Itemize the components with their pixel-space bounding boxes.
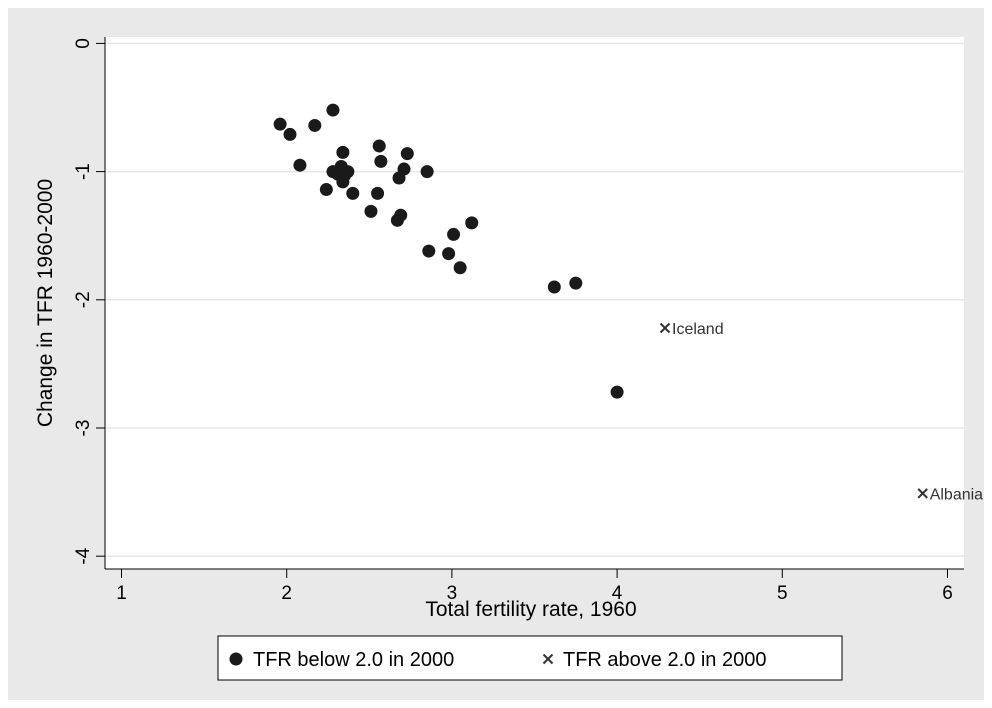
y-tick-label: -4 (73, 547, 94, 564)
x-tick-label: 5 (777, 583, 788, 604)
y-tick-label: 0 (73, 38, 94, 49)
data-point (364, 204, 378, 218)
data-point-x (659, 322, 671, 334)
data-point (422, 244, 436, 258)
scatter-plot: 0 -1 -2 -3 -4 1 2 3 4 5 6 Iceland Albania Total fe… (34, 37, 983, 681)
point-annotations: Iceland Albania (672, 321, 983, 503)
data-point (293, 158, 307, 172)
data-point (569, 276, 583, 290)
legend-circle-marker (229, 652, 243, 666)
y-tick-label: -3 (73, 420, 94, 437)
data-point (319, 183, 333, 197)
data-point (346, 186, 360, 200)
data-point (397, 162, 411, 176)
y-axis-title: Change in TFR 1960-2000 (34, 179, 57, 427)
y-tick-label: -1 (73, 163, 94, 180)
legend-label-below: TFR below 2.0 in 2000 (253, 649, 454, 671)
legend-x-marker (542, 653, 554, 665)
y-tick-label: -2 (73, 291, 94, 308)
data-point (326, 103, 340, 117)
data-point (374, 154, 388, 168)
x-tick-label: 3 (447, 583, 458, 604)
x-axis-title: Total fertility rate, 1960 (425, 598, 636, 621)
data-point (394, 208, 408, 222)
data-point (273, 117, 287, 131)
data-point (465, 216, 479, 230)
data-point (336, 145, 350, 159)
y-ticks: 0 -1 -2 -3 -4 (73, 38, 105, 565)
chart-figure: 0 -1 -2 -3 -4 1 2 3 4 5 6 Iceland Albania Total fe… (8, 8, 984, 700)
x-ticks: 1 2 3 4 5 6 (116, 569, 953, 604)
legend-label-above: TFR above 2.0 in 2000 (563, 649, 766, 671)
data-point (447, 227, 461, 241)
data-point (420, 165, 434, 179)
data-point (547, 280, 561, 294)
plot-area (105, 37, 964, 569)
data-point (372, 139, 386, 153)
legend: TFR below 2.0 in 2000 TFR above 2.0 in 2… (217, 635, 843, 681)
x-tick-label: 6 (942, 583, 953, 604)
data-point (453, 261, 467, 275)
legend-symbol-x (542, 653, 554, 665)
data-point (308, 118, 322, 132)
grid-lines (105, 42, 964, 557)
point-label: Iceland (672, 321, 724, 338)
data-point (400, 147, 414, 161)
x-tick-label: 2 (281, 583, 292, 604)
x-tick-label: 1 (116, 583, 127, 604)
x-tick-label: 4 (612, 583, 623, 604)
point-label: Albania (930, 486, 983, 503)
data-point-x (917, 488, 928, 499)
data-point (442, 247, 456, 261)
legend-box (217, 635, 843, 681)
data-point (371, 186, 385, 200)
legend-symbol-circle (229, 652, 243, 666)
data-point (341, 165, 355, 179)
data-points (273, 103, 928, 499)
data-point (283, 127, 297, 141)
data-point (610, 385, 624, 399)
